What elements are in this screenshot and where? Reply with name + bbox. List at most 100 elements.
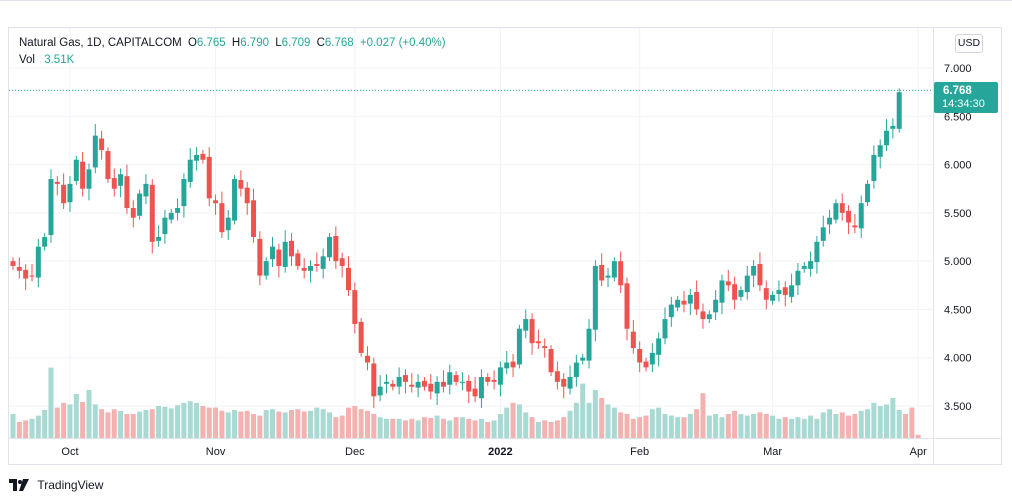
candle-body: [643, 361, 649, 368]
volume-bar: [491, 420, 497, 438]
volume-bar: [156, 406, 162, 438]
volume-bar: [909, 407, 915, 438]
high-value: 6.790: [240, 37, 269, 49]
candle-body: [23, 269, 29, 279]
candle-body: [497, 367, 503, 385]
volume-bar: [605, 404, 611, 438]
candle-body: [10, 261, 16, 266]
candle-body: [301, 267, 307, 271]
volume-bar: [409, 418, 415, 438]
x-tick-label: Mar: [763, 446, 782, 458]
volume-bar: [390, 418, 396, 438]
volume-bar: [428, 418, 434, 438]
candle-body: [402, 375, 408, 382]
candle-body: [143, 183, 149, 197]
chart-pane[interactable]: [8, 27, 1002, 465]
candle-body: [789, 285, 795, 297]
volume-bar: [548, 422, 554, 438]
candle-body: [637, 349, 643, 363]
volume-bar: [896, 410, 902, 438]
candle-body: [225, 217, 231, 231]
candle-body: [516, 328, 522, 365]
volume-bar: [364, 410, 370, 438]
candle-body: [29, 275, 35, 277]
volume-bar: [871, 402, 877, 438]
close-label: C: [316, 37, 325, 49]
volume-bar: [877, 406, 883, 438]
candle-body: [42, 236, 48, 247]
volume-bar: [744, 415, 750, 438]
candle-body: [206, 156, 212, 199]
candle-body: [314, 264, 320, 266]
candle-body: [605, 275, 611, 278]
candle-body: [624, 283, 630, 329]
volume-bar: [858, 410, 864, 438]
volume-bar: [61, 402, 67, 438]
volume-bar: [808, 415, 814, 438]
brand-name: TradingView: [37, 477, 104, 492]
volume-bar: [523, 412, 529, 438]
volume-bar: [801, 418, 807, 438]
volume-bar: [244, 410, 250, 438]
volume-bar: [757, 412, 763, 438]
volume-bar: [643, 415, 649, 438]
currency-button[interactable]: USD: [955, 34, 983, 53]
x-tick-label: Feb: [630, 446, 649, 458]
candle-body: [61, 184, 67, 204]
volume-bar: [168, 408, 174, 438]
candle-body: [858, 203, 864, 229]
candle-body: [99, 138, 105, 151]
volume-bar: [130, 414, 136, 438]
volume-bar: [554, 420, 560, 438]
candle-body: [472, 388, 478, 397]
volume-bar: [162, 406, 168, 438]
volume-bar: [542, 420, 548, 438]
candle-body: [795, 270, 801, 286]
volume-bar: [434, 415, 440, 438]
candle-body: [409, 384, 415, 387]
candle-body: [415, 381, 421, 388]
candle-body: [187, 159, 193, 182]
candle-body: [833, 203, 839, 220]
candle-body: [542, 346, 548, 349]
candle-body: [54, 181, 60, 184]
candle-body: [364, 355, 370, 363]
candle-body: [434, 381, 440, 394]
candle-body: [827, 217, 833, 225]
volume-bar: [35, 415, 41, 438]
candle-body: [244, 187, 250, 204]
tradingview-brand[interactable]: TradingView: [9, 476, 103, 492]
volume-bar: [308, 410, 314, 438]
candle-body: [92, 135, 98, 168]
volume-bar: [820, 412, 826, 438]
volume-bars: [10, 367, 921, 438]
candle-body: [111, 178, 117, 189]
volume-bar: [124, 414, 130, 438]
candle-body: [333, 236, 339, 262]
volume-bar: [440, 418, 446, 438]
volume-bar: [23, 420, 29, 438]
candle-body: [706, 314, 712, 320]
candle-body: [738, 290, 744, 297]
volume-bar: [618, 412, 624, 438]
candle-body: [491, 379, 497, 382]
volume-bar: [29, 418, 35, 438]
candle-body: [149, 184, 155, 242]
volume-bar: [611, 407, 617, 438]
x-tick-label: Nov: [206, 446, 226, 458]
candle-body: [339, 258, 345, 266]
candle-body: [48, 179, 54, 236]
volume-bar: [175, 405, 181, 438]
volume-bar: [637, 417, 643, 438]
open-value: 6.765: [196, 37, 226, 49]
volume-bar: [352, 406, 358, 438]
volume-bar: [789, 418, 795, 438]
volume-bar: [187, 401, 193, 438]
candle-body: [175, 208, 181, 213]
symbol-label[interactable]: Natural Gas, 1D, CAPITALCOM: [19, 37, 182, 49]
candle-body: [352, 290, 358, 324]
candle-body: [611, 261, 617, 278]
candle-body: [453, 375, 459, 382]
volume-bar: [782, 417, 788, 438]
